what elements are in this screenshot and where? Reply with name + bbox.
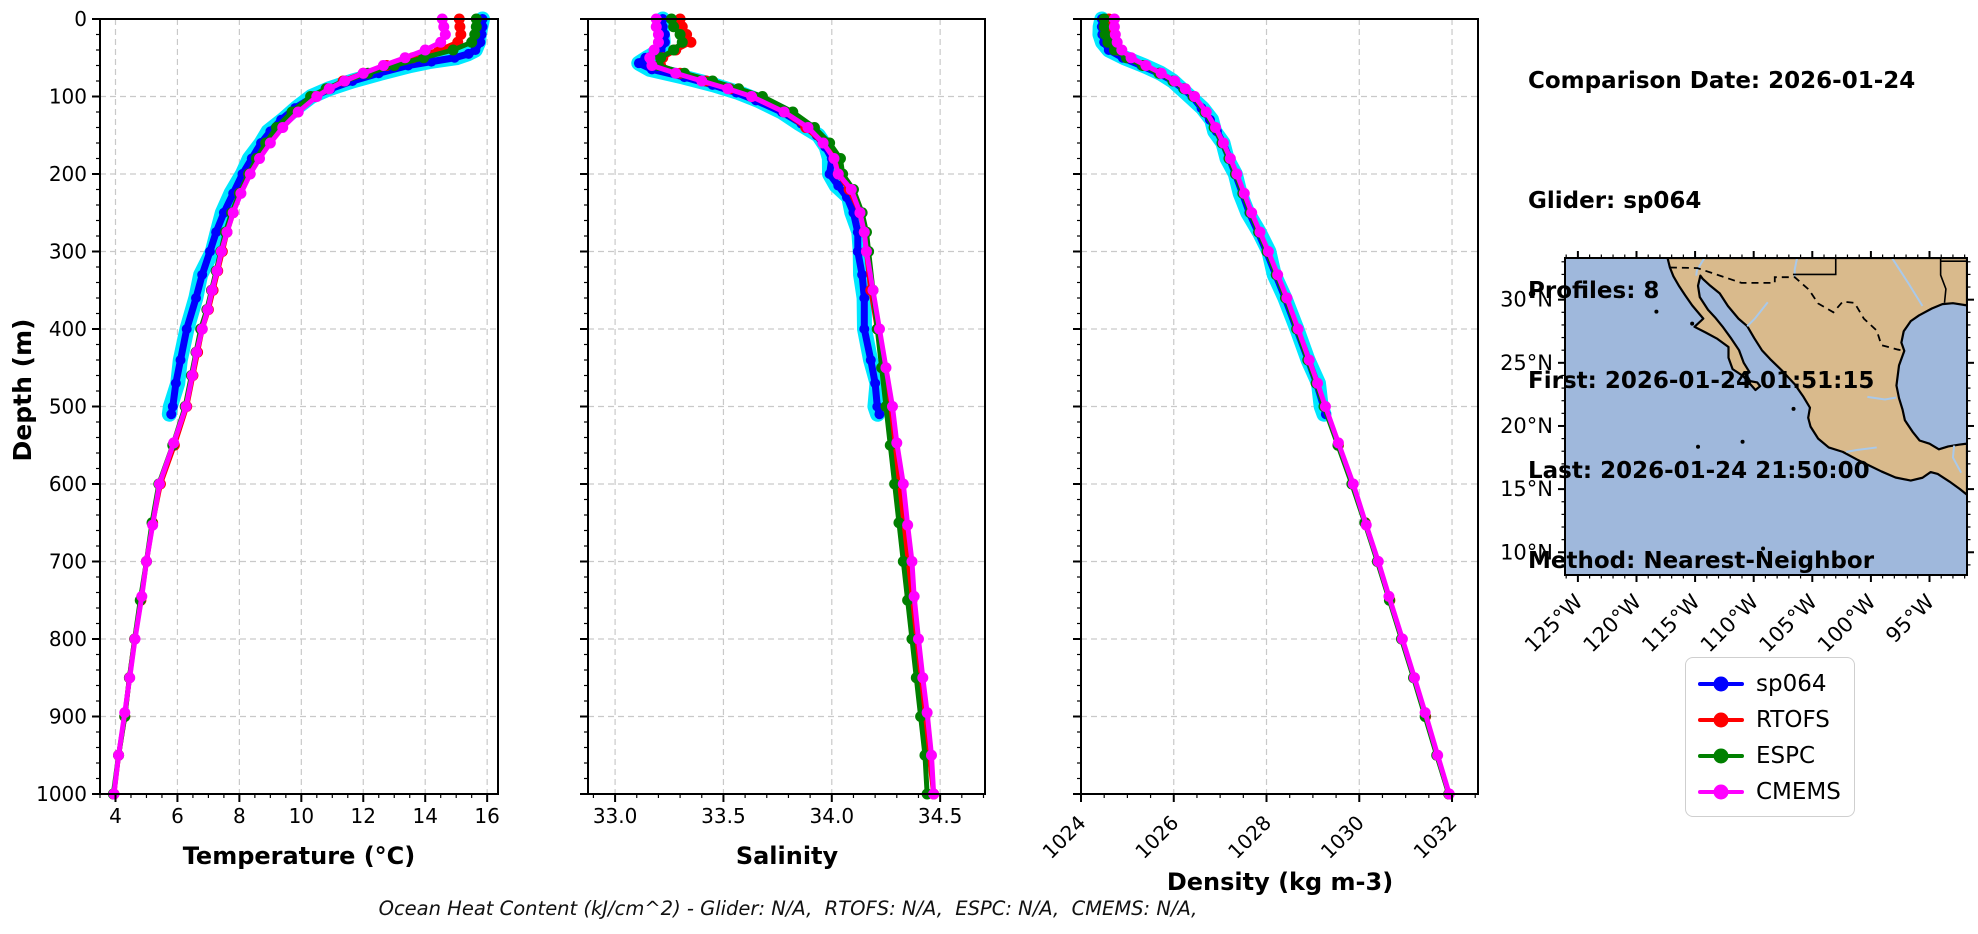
ocean-heat-content-note: Ocean Heat Content (kJ/cm^2) - Glider: N…	[378, 897, 1198, 920]
x-tick-label: 1028	[1223, 811, 1276, 864]
map-lat-label: 15°N	[1500, 477, 1553, 501]
legend-label: sp064	[1756, 671, 1827, 697]
y-tick-label: 1000	[36, 782, 87, 806]
depth-axis-label: Depth (m)	[8, 318, 37, 462]
x-tick-label: 10	[289, 804, 314, 828]
x-tick-label: 6	[171, 804, 184, 828]
state-border	[1939, 258, 1947, 303]
legend-label: ESPC	[1756, 743, 1816, 769]
river	[1846, 446, 1877, 453]
y-tick-label: 700	[49, 550, 87, 574]
legend-dot-icon	[1713, 748, 1729, 764]
river	[1867, 395, 1897, 401]
map-lat-label: 25°N	[1500, 351, 1553, 375]
x-tick-label: 33.0	[593, 804, 638, 828]
legend-label: RTOFS	[1756, 707, 1830, 733]
method-line: Method: Nearest-Neighbor	[1528, 548, 1875, 574]
legend-dot-icon	[1713, 784, 1729, 800]
legend-line-icon	[1698, 676, 1744, 692]
y-tick-label: 800	[49, 627, 87, 651]
density-panel: 1024 1026 1028 1030 1032	[1038, 11, 1479, 864]
island	[1740, 439, 1745, 444]
x-tick-label: 14	[412, 804, 437, 828]
island	[1696, 444, 1701, 449]
y-tick-label: 300	[49, 240, 87, 264]
legend-dot-icon	[1713, 676, 1729, 692]
legend-item-ESPC: ESPC	[1686, 738, 1854, 774]
series-CMEMS	[108, 13, 451, 800]
us-mexico-border	[1669, 266, 1905, 352]
temperature-panel: 4 6 8 10 12 14 16 0 100 200 300 400 500 600 700 800 900 1…	[36, 7, 500, 828]
y-tick-label: 900	[49, 705, 87, 729]
y-tick-label: 0	[74, 7, 87, 31]
y-tick-label: 100	[49, 85, 87, 109]
map-lat-label: 10°N	[1500, 540, 1553, 564]
series-CMEMS	[1108, 13, 1455, 800]
glider-line: Glider: sp064	[1528, 188, 1702, 214]
map-lat-label: 30°N	[1500, 288, 1553, 312]
density-axis-label: Density (kg m-3)	[1166, 868, 1394, 896]
metadata-block: Comparison Date: 2026-01-24 Glider: sp06…	[1528, 6, 1915, 636]
island	[1791, 406, 1796, 411]
river	[1951, 445, 1963, 474]
legend-item-CMEMS: CMEMS	[1686, 774, 1854, 810]
x-tick-label: 33.5	[701, 804, 746, 828]
x-tick-label: 1032	[1409, 811, 1462, 864]
island	[1654, 309, 1659, 314]
comparison-date: Comparison Date: 2026-01-24	[1528, 68, 1916, 94]
legend-item-sp064: sp064	[1686, 666, 1854, 702]
legend-item-RTOFS: RTOFS	[1686, 702, 1854, 738]
mexico-landmass	[1666, 258, 1967, 496]
island	[1761, 546, 1766, 551]
x-tick-label: 4	[109, 804, 122, 828]
x-tick-label: 12	[351, 804, 376, 828]
series-sp064	[1096, 14, 1331, 420]
series-sp064-raw	[161, 11, 491, 422]
series-CMEMS	[644, 13, 940, 800]
y-tick-label: 200	[49, 162, 87, 186]
salinity-panel: 33.0 33.5 34.0 34.5	[580, 11, 986, 828]
legend-line-icon	[1698, 712, 1744, 728]
river	[1746, 301, 1769, 327]
x-tick-label: 34.5	[918, 804, 963, 828]
island	[1690, 321, 1695, 326]
y-tick-label: 600	[49, 472, 87, 496]
x-tick-label: 8	[233, 804, 246, 828]
legend: sp064 RTOFS ESPC CMEMS	[1685, 657, 1855, 817]
x-tick-label: 1026	[1130, 811, 1183, 864]
legend-dot-icon	[1713, 712, 1729, 728]
x-tick-label: 1024	[1038, 811, 1091, 864]
first-line: First: 2026-01-24 01:51:15	[1528, 368, 1875, 394]
salinity-axis-label: Salinity	[735, 842, 839, 870]
x-tick-label: 34.0	[810, 804, 855, 828]
temperature-axis-label: Temperature (°C)	[182, 842, 416, 870]
y-tick-label: 400	[49, 317, 87, 341]
river	[1891, 258, 1924, 307]
legend-line-icon	[1698, 748, 1744, 764]
last-line: Last: 2026-01-24 21:50:00	[1528, 458, 1870, 484]
y-tick-label: 500	[49, 395, 87, 419]
series-sp064-raw	[1092, 11, 1332, 422]
legend-line-icon	[1698, 784, 1744, 800]
map-lat-label: 20°N	[1500, 414, 1553, 438]
x-tick-label: 1030	[1316, 811, 1369, 864]
state-border	[1792, 258, 1837, 276]
profiles-line: Profiles: 8	[1528, 278, 1660, 304]
x-tick-label: 16	[474, 804, 499, 828]
legend-label: CMEMS	[1756, 779, 1841, 805]
